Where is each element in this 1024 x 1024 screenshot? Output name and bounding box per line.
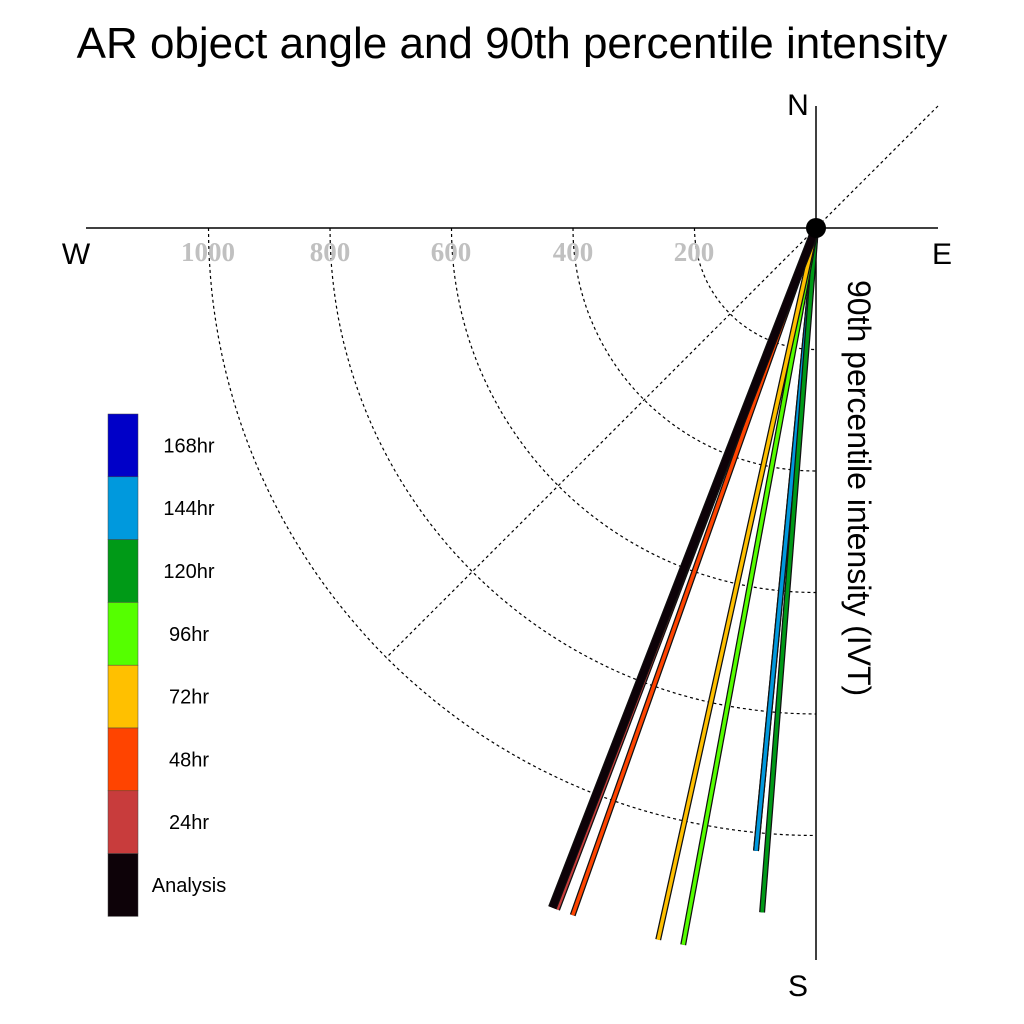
legend-label: 72hr — [169, 687, 209, 709]
y-axis-label: 90th percentile intensity (IVT) — [841, 280, 877, 696]
legend-label: 48hr — [169, 749, 209, 771]
series-lines — [548, 226, 821, 946]
legend-swatch — [107, 664, 139, 729]
radial-tick-label: 1000 — [181, 237, 235, 267]
legend-swatch — [107, 539, 139, 603]
chart-title: AR object angle and 90th percentile inte… — [77, 19, 948, 68]
legend-label: Analysis — [152, 875, 226, 897]
series-line-analysis — [549, 226, 820, 909]
origin-marker — [806, 218, 826, 238]
legend-swatch — [107, 853, 139, 917]
series-line-96hr — [681, 227, 818, 946]
grid-diagonal — [385, 105, 939, 659]
grid-arc — [329, 227, 817, 715]
legend-swatch — [107, 790, 139, 854]
series-line-120hr — [760, 227, 818, 913]
legend-label: 168hr — [163, 435, 214, 457]
radial-tick-labels: 200 400 600 800 1000 — [181, 237, 714, 267]
legend-swatch — [107, 413, 139, 478]
compass-west-label: W — [62, 238, 91, 271]
legend-swatch — [107, 476, 139, 540]
legend-label: 96hr — [169, 624, 209, 646]
radial-tick-label: 600 — [431, 237, 472, 267]
radial-tick-label: 400 — [553, 237, 594, 267]
legend-label: 120hr — [163, 561, 214, 583]
series-line-72hr — [656, 227, 818, 941]
legend-swatch — [107, 602, 139, 666]
grid-arc — [693, 228, 816, 351]
compass-south-label: S — [788, 970, 808, 1003]
legend-swatch — [107, 727, 139, 792]
polar-grid — [207, 105, 939, 837]
grid-arc — [572, 227, 817, 472]
compass-east-label: E — [932, 238, 952, 271]
radial-tick-label: 200 — [674, 237, 715, 267]
legend-label: 144hr — [163, 498, 214, 520]
radial-tick-label: 800 — [310, 237, 351, 267]
legend-label: 24hr — [169, 812, 209, 834]
legend: 168hr 144hr 120hr 96hr 72hr 48hr 24hr Analysis — [107, 413, 226, 917]
compass-north-label: N — [787, 89, 809, 122]
